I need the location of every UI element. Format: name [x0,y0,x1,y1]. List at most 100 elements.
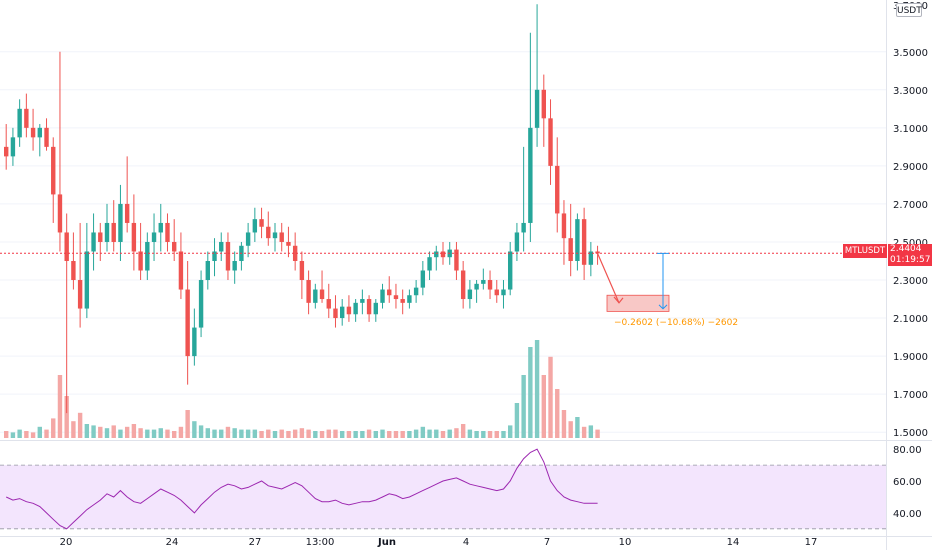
candle-body [4,146,9,157]
candle-body [534,89,540,128]
candle-body [387,289,392,296]
candle-body [528,127,533,223]
time-tick-label: 24 [166,537,179,548]
volume-bar [252,429,258,438]
candle-body [252,219,258,233]
volume-bar [98,426,103,438]
candle-body [541,89,546,119]
candle-body [158,222,163,233]
time-tick-label: 20 [60,537,73,548]
candle-body [487,280,493,290]
volume-bar [534,340,540,438]
volume-bar [192,421,197,438]
volume-bar [360,431,365,438]
price-tick-label: 2.5000 [893,238,928,249]
volume-bar [44,429,49,438]
candle-body [413,287,419,296]
candle-body [454,249,459,271]
candle-body [212,251,217,261]
price-axis[interactable]: 3.5000 3.3000 3.1000 2.9000 2.7000 2.5000 2.30… [893,1,928,439]
candle-body [306,280,311,303]
volume-bar [279,429,284,438]
last-price-value: 2.4404 [888,244,932,255]
candle-body [595,251,600,254]
price-tick-label: 2.7000 [893,200,928,211]
price-projection-tool[interactable] [597,252,670,312]
candle-body [467,289,473,300]
volume-bar [17,429,22,438]
volume-bar [57,375,63,438]
volume-bar [151,429,157,438]
volume-bar [259,431,264,438]
candle-body [131,222,137,252]
volume-bar [474,431,479,438]
volume-bars [4,340,600,438]
candle-body [37,127,42,138]
candle-body [259,219,264,227]
volume-bar [64,396,69,438]
volume-bar [185,410,190,438]
projection-range-arrow [658,304,668,310]
volume-bar [91,425,96,438]
volume-bar [588,425,594,438]
time-tick-label: 10 [619,537,632,548]
candlesticks [4,4,600,414]
volume-bar [4,431,9,438]
candle-body [91,232,96,252]
volume-bar [158,428,163,438]
candle-body [104,222,110,242]
rsi-axis[interactable]: 80.00 60.00 40.00 [893,445,922,520]
volume-bar [380,429,385,438]
volume-bar [555,389,560,438]
volume-bar [521,375,526,438]
volume-bar [467,429,473,438]
candle-body [440,251,446,258]
candle-body [198,280,204,328]
rsi-tick-label: 80.00 [893,445,922,456]
price-tick-label: 3.5000 [893,48,928,59]
volume-bar [407,431,412,438]
volume-bar [595,429,600,438]
price-tick-label: 1.5000 [893,428,928,439]
candle-body [292,245,298,261]
candle-body [232,260,237,271]
candle-body [272,232,278,239]
volume-bar [245,429,251,438]
volume-bar [420,426,426,438]
time-axis[interactable]: 20 24 27 13:00 Jun 4 7 10 14 17 [60,537,818,548]
candle-body [434,251,439,258]
volume-bar [460,424,466,438]
volume-bar [219,429,224,438]
price-tick-label: 2.9000 [893,162,928,173]
price-tick-label: 3.1000 [893,124,928,135]
currency-badge[interactable]: USDT [896,3,922,17]
candle-body [427,257,432,271]
volume-bar [292,429,298,438]
volume-bar [541,375,546,438]
rsi-pane [0,448,886,530]
volume-bar [266,429,271,438]
candle-body [588,251,594,265]
time-tick-label: 14 [727,537,740,548]
volume-bar [366,429,372,438]
candle-body [84,251,90,309]
volume-bar [434,429,439,438]
volume-bar [427,429,432,438]
volume-bar [30,432,36,438]
price-tick-label: 1.7000 [893,390,928,401]
candle-body [366,299,372,315]
candle-body [286,241,291,246]
candle-body [266,226,271,239]
volume-bar [145,429,150,438]
volume-bar [319,431,325,438]
candle-body [581,219,587,265]
volume-bar [501,431,506,438]
candle-body [555,165,560,214]
candle-body [407,295,412,303]
candle-body [151,232,157,242]
candle-body [346,306,352,315]
volume-bar [481,431,486,438]
candle-body [172,241,177,252]
candle-body [205,260,210,281]
